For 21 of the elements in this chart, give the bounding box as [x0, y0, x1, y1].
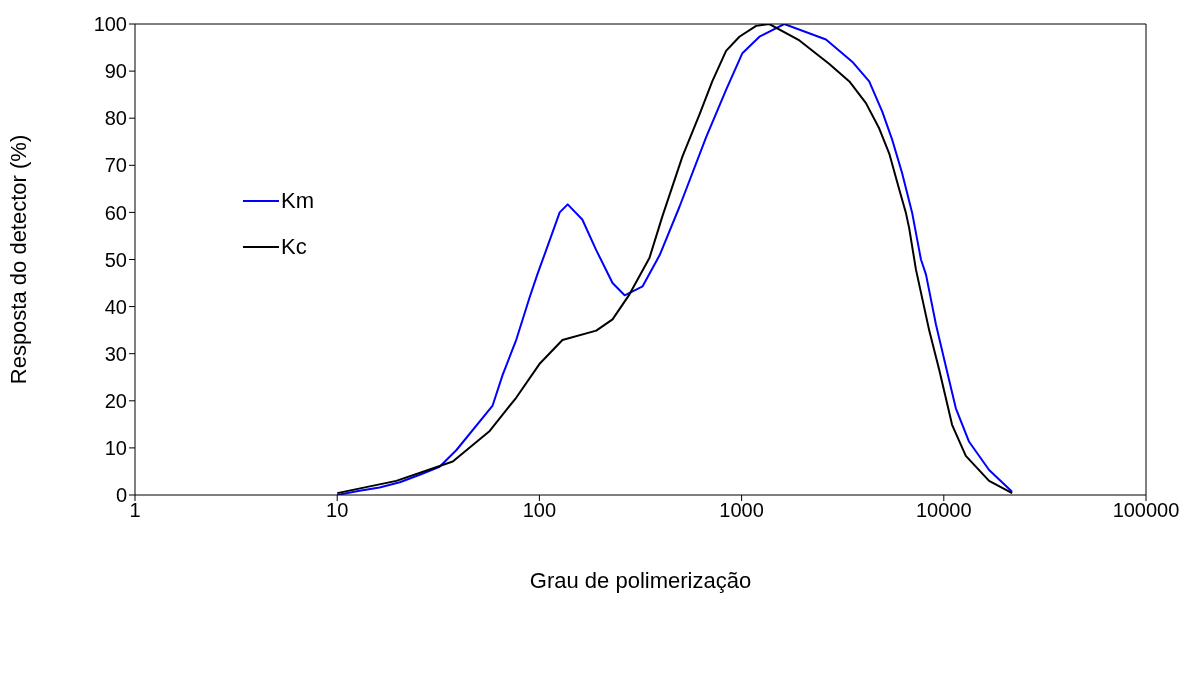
y-tick-label: 100: [93, 13, 127, 36]
x-tick-label: 1000: [719, 499, 764, 522]
y-tick-label: 20: [104, 389, 127, 412]
y-tick-label: 90: [104, 60, 127, 83]
y-tick-label: 70: [104, 154, 127, 177]
y-tick-label: 80: [104, 107, 127, 130]
x-tick-label: 10: [326, 499, 349, 522]
y-tick-label: 30: [104, 342, 127, 365]
x-tick-label: 10000: [915, 499, 972, 522]
y-tick-label: 0: [115, 484, 127, 507]
y-tick-label: 60: [104, 201, 127, 224]
x-axis-title: Grau de polimerização: [529, 568, 752, 593]
y-axis-title: Resposta do detector (%): [5, 134, 31, 385]
x-tick-label: 1: [129, 499, 141, 522]
y-tick-label: 40: [104, 295, 127, 318]
x-tick-label: 100000: [1112, 499, 1180, 522]
y-tick-label: 50: [104, 248, 127, 271]
legend-label: Kc: [281, 234, 307, 260]
x-tick-label: 100: [522, 499, 557, 522]
y-tick-label: 10: [104, 437, 127, 459]
legend-label: Km: [281, 188, 314, 214]
